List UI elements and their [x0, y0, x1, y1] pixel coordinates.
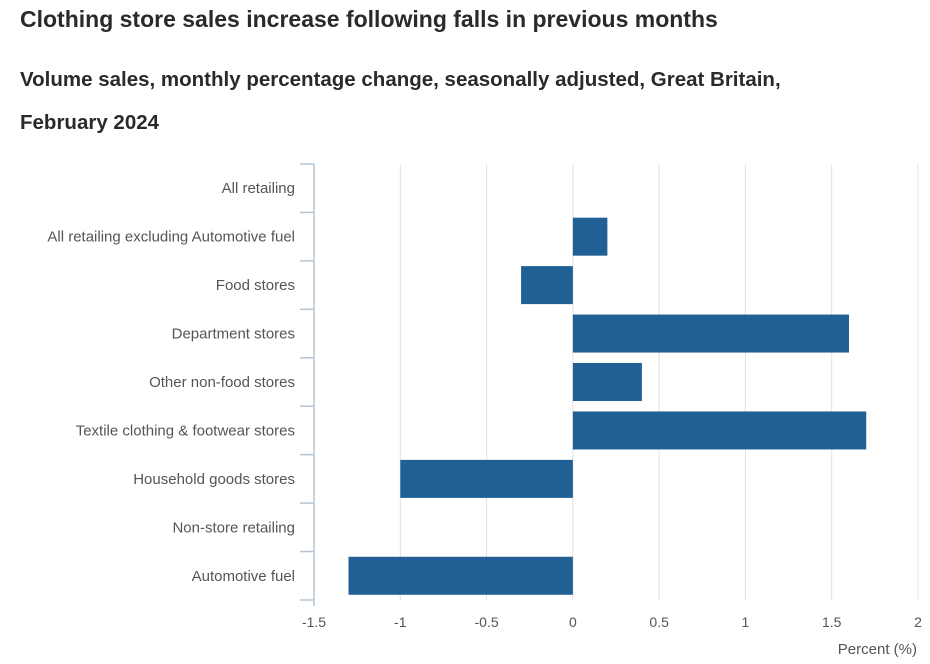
category-label: All retailing — [222, 180, 295, 197]
category-label: Textile clothing & footwear stores — [76, 422, 295, 439]
x-tick-label: 0.5 — [649, 614, 669, 630]
bars — [348, 217, 867, 595]
category-label: Automotive fuel — [192, 568, 295, 585]
x-tick-label: -1.5 — [302, 614, 326, 630]
x-tick-label: 2 — [914, 614, 922, 630]
bar — [572, 217, 608, 256]
bar — [400, 459, 573, 498]
bar — [572, 411, 867, 450]
bar — [521, 266, 573, 305]
category-label: Food stores — [216, 277, 295, 294]
x-tick-label: 1 — [742, 614, 750, 630]
category-labels: All retailing All retailing excluding Aut… — [47, 180, 295, 585]
bar — [348, 556, 573, 595]
bar — [572, 314, 849, 353]
category-axis — [300, 163, 315, 606]
category-label: Other non-food stores — [149, 374, 295, 391]
x-tick-label: 1.5 — [822, 614, 842, 630]
category-label: Household goods stores — [133, 471, 295, 488]
chart-title: Clothing store sales increase following … — [20, 6, 718, 32]
chart-subtitle: Volume sales, monthly percentage change,… — [20, 68, 781, 134]
bar — [572, 363, 642, 401]
x-axis-title: Percent (%) — [838, 641, 917, 658]
x-tick-label: -1 — [394, 614, 407, 630]
x-tick-label: -0.5 — [475, 614, 499, 630]
gridlines — [399, 164, 919, 600]
category-label: Department stores — [172, 326, 295, 343]
category-label: All retailing excluding Automotive fuel — [47, 229, 295, 246]
x-tick-label: 0 — [569, 614, 577, 630]
x-tick-labels: -1.5 -1 -0.5 0 0.5 1 1.5 2 — [302, 614, 922, 630]
category-label: Non-store retailing — [172, 519, 295, 536]
